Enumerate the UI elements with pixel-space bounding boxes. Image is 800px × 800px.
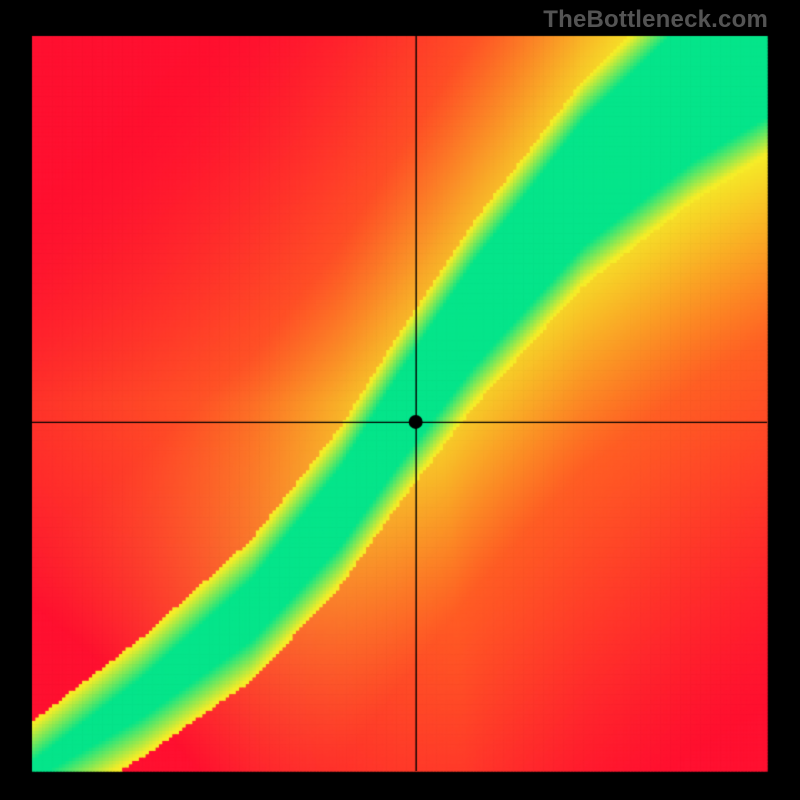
watermark-text: TheBottleneck.com <box>543 6 768 34</box>
chart-container: TheBottleneck.com <box>0 0 800 800</box>
heatmap-canvas <box>0 0 800 800</box>
